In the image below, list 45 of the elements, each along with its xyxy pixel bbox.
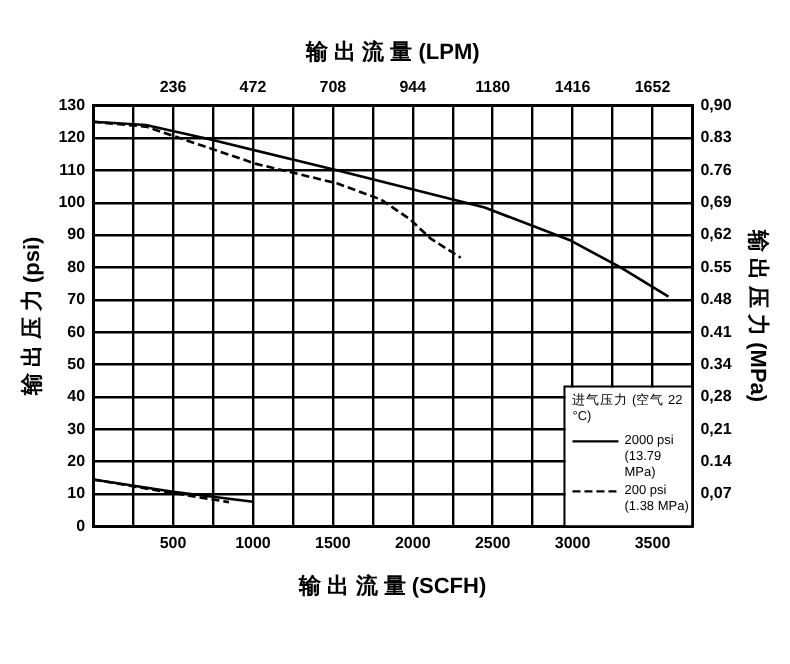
x-tick-label: 1500 xyxy=(315,534,352,553)
y2-tick-label: 0.14 xyxy=(700,452,733,471)
x2-tick-label: 708 xyxy=(319,78,348,97)
x2-tick-label: 944 xyxy=(399,78,428,97)
x-tick-label: 500 xyxy=(159,534,188,553)
y2-tick-label: 0.41 xyxy=(700,322,733,341)
x-tick-label: 2000 xyxy=(394,534,432,553)
y-tick-label: 130 xyxy=(58,96,87,115)
y-tick-label: 10 xyxy=(67,484,87,503)
x-tick-label: 2500 xyxy=(474,534,512,553)
x-tick-label: 3500 xyxy=(634,534,672,553)
y-tick-label: 50 xyxy=(67,354,87,373)
x-tick-label: 1000 xyxy=(235,534,272,553)
x2-tick-label: 472 xyxy=(239,78,268,97)
y2-tick-label: 0,28 xyxy=(700,387,733,406)
y2-tick-label: 0.76 xyxy=(700,160,733,179)
y2-tick-label: 0,90 xyxy=(700,96,733,115)
y2-tick-label: 0.55 xyxy=(700,257,733,276)
y2-tick-label: 0,21 xyxy=(700,419,733,438)
y-tick-label: 80 xyxy=(67,257,87,276)
y-tick-label: 0 xyxy=(76,516,87,535)
y2-tick-label: 0.83 xyxy=(700,128,733,147)
y-tick-label: 40 xyxy=(67,387,87,406)
y-tick-label: 30 xyxy=(67,419,87,438)
x2-tick-label: 1180 xyxy=(475,78,512,97)
y2-tick-label: 0.34 xyxy=(700,354,733,373)
y-tick-label: 100 xyxy=(58,193,87,212)
y-tick-label: 70 xyxy=(67,290,87,309)
y-tick-label: 110 xyxy=(59,160,87,179)
x2-axis-title: 输 出 流 量 (LPM) xyxy=(304,39,481,66)
y2-tick-label: 0,07 xyxy=(700,484,733,503)
y2-tick-label: 0.48 xyxy=(700,290,733,309)
x2-tick-label: 236 xyxy=(159,78,188,97)
x-axis-title: 输 出 流 量 (SCFH) xyxy=(297,572,487,599)
y-tick-label: 90 xyxy=(67,225,87,244)
x2-tick-label: 1416 xyxy=(554,78,592,97)
x-tick-label: 3000 xyxy=(554,534,592,553)
y-tick-label: 120 xyxy=(58,128,87,147)
y-tick-label: 60 xyxy=(67,322,87,341)
y-axis-title: 输 出 压 力 (psi) xyxy=(19,235,46,398)
y-tick-label: 20 xyxy=(67,452,87,471)
x2-tick-label: 1652 xyxy=(634,78,672,97)
y2-axis-title: 输 出 压 力 (MPa) xyxy=(744,227,771,403)
y2-tick-label: 0,62 xyxy=(700,225,733,244)
y2-tick-label: 0,69 xyxy=(700,193,733,212)
